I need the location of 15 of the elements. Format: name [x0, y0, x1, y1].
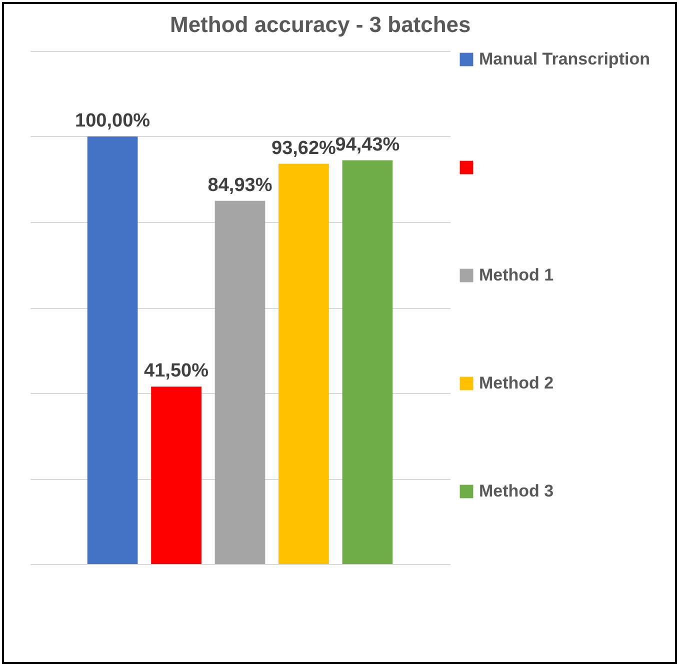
data-label: 93,62% — [272, 138, 336, 159]
chart-title: Method accuracy - 3 batches — [170, 12, 471, 37]
data-label: 84,93% — [208, 174, 272, 196]
legend-label: Manual Transcription — [479, 50, 650, 68]
bar — [151, 386, 202, 564]
bar — [342, 160, 393, 564]
bar — [87, 136, 138, 564]
legend-label: Method 1 — [479, 266, 554, 284]
bar — [214, 200, 266, 564]
data-label: 41,50% — [144, 360, 209, 382]
legend-label: Method 3 — [479, 482, 554, 500]
data-label: 100,00% — [75, 110, 150, 132]
legend-label: Method 2 — [479, 374, 554, 392]
data-label: 94,43% — [335, 134, 400, 156]
bar — [278, 164, 329, 564]
